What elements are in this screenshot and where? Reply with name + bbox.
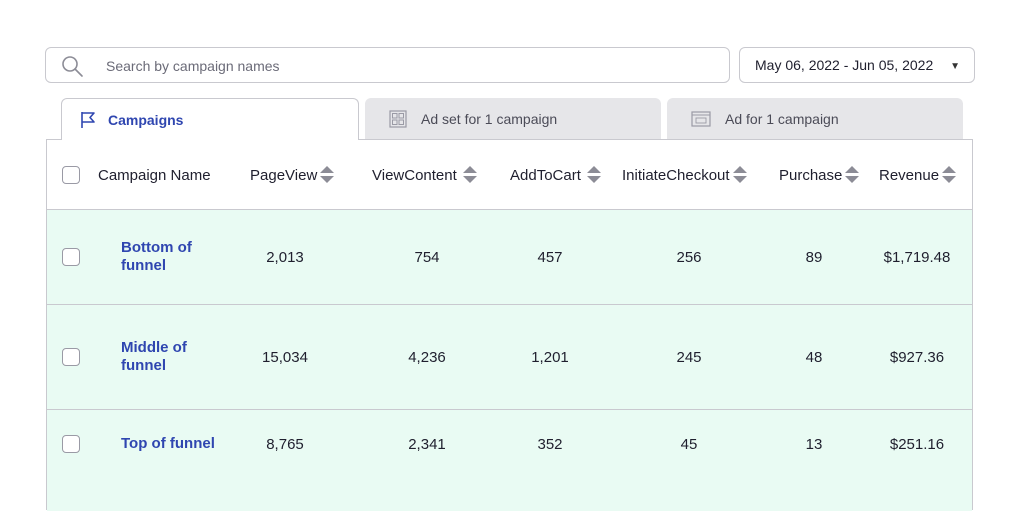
cell-revenue: $927.36	[889, 348, 945, 366]
campaign-name-link[interactable]: Bottom of funnel	[121, 239, 192, 274]
table-row[interactable]: Middle of funnel 15,034 4,236 1,201 245 …	[47, 305, 972, 410]
campaign-name-link[interactable]: Top of funnel	[121, 435, 215, 452]
grid-icon	[389, 110, 407, 128]
row-checkbox[interactable]	[62, 248, 80, 266]
cell-pageview: 2,013	[266, 248, 304, 266]
cell-purchase: 48	[805, 348, 823, 366]
cell-initiatecheckout: 45	[680, 435, 698, 453]
ad-icon	[691, 111, 711, 127]
cell-initiatecheckout: 256	[676, 248, 702, 266]
date-range-value: May 06, 2022 - Jun 05, 2022	[755, 57, 934, 73]
sort-icon[interactable]	[942, 166, 957, 184]
tab-label: Campaigns	[108, 111, 184, 128]
cell-pageview: 8,765	[266, 435, 304, 453]
select-all-checkbox[interactable]	[62, 166, 80, 184]
cell-initiatecheckout: 245	[676, 348, 702, 366]
cell-viewcontent: 4,236	[408, 348, 446, 366]
sort-icon[interactable]	[845, 166, 860, 184]
cell-revenue: $251.16	[889, 435, 945, 453]
tab-ad[interactable]: Ad for 1 campaign	[667, 98, 963, 140]
sort-icon[interactable]	[462, 166, 477, 184]
cell-pageview: 15,034	[262, 348, 308, 366]
tab-label: Ad for 1 campaign	[725, 111, 839, 127]
column-viewcontent[interactable]: ViewContent	[372, 140, 477, 210]
tab-campaigns[interactable]: Campaigns	[61, 98, 359, 140]
column-revenue[interactable]: Revenue	[879, 140, 957, 210]
campaign-name-link[interactable]: Middle of funnel	[121, 339, 187, 374]
table-row[interactable]: Bottom of funnel 2,013 754 457 256 89 $1…	[47, 210, 972, 305]
column-initiatecheckout[interactable]: InitiateCheckout	[622, 140, 747, 210]
search-bar[interactable]	[45, 47, 730, 83]
table-header: Campaign Name PageView ViewContent AddTo…	[47, 140, 972, 210]
table-row[interactable]: Top of funnel 8,765 2,341 352 45 13 $251…	[47, 410, 972, 511]
cell-addtocart: 1,201	[531, 348, 569, 366]
row-checkbox[interactable]	[62, 348, 80, 366]
chevron-down-icon: ▼	[950, 61, 960, 72]
column-purchase[interactable]: Purchase	[779, 140, 860, 210]
column-addtocart[interactable]: AddToCart	[510, 140, 601, 210]
search-icon	[62, 56, 83, 77]
column-campaign-name: Campaign Name	[98, 166, 211, 184]
cell-addtocart: 352	[537, 435, 563, 453]
cell-purchase: 89	[805, 248, 823, 266]
tab-label: Ad set for 1 campaign	[421, 111, 558, 127]
row-checkbox[interactable]	[62, 435, 80, 453]
campaigns-table: Campaign Name PageView ViewContent AddTo…	[46, 139, 973, 511]
tab-ad-set[interactable]: Ad set for 1 campaign	[365, 98, 661, 140]
cell-purchase: 13	[805, 435, 823, 453]
cell-addtocart: 457	[537, 248, 563, 266]
cell-viewcontent: 2,341	[408, 435, 446, 453]
sort-icon[interactable]	[320, 166, 335, 184]
sort-icon[interactable]	[732, 166, 747, 184]
flag-icon	[81, 111, 95, 128]
cell-revenue: $1,719.48	[883, 248, 951, 266]
date-range-select[interactable]: May 06, 2022 - Jun 05, 2022 ▼	[739, 47, 975, 83]
sort-icon[interactable]	[586, 166, 601, 184]
search-input[interactable]	[106, 54, 706, 78]
cell-viewcontent: 754	[414, 248, 440, 266]
column-pageview[interactable]: PageView	[250, 140, 335, 210]
